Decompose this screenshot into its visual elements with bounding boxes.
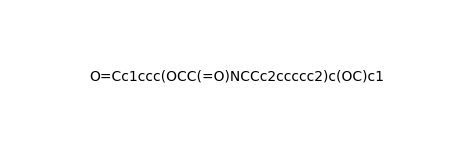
Text: O=Cc1ccc(OCC(=O)NCCc2ccccc2)c(OC)c1: O=Cc1ccc(OCC(=O)NCCc2ccccc2)c(OC)c1 <box>89 70 384 84</box>
